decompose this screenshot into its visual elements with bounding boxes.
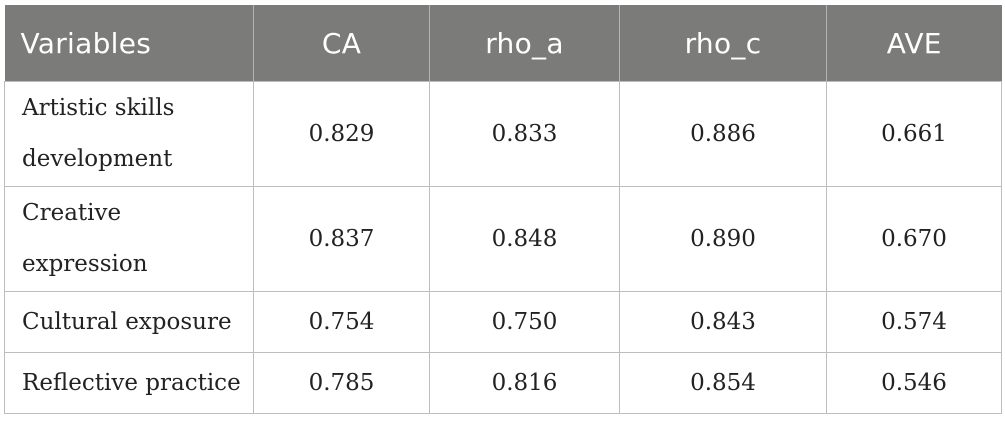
cell-rho-c: 0.886 xyxy=(619,81,827,187)
reliability-table-container: Variables CA rho_a rho_c AVE Artistic sk… xyxy=(4,5,1002,414)
cell-rho-c: 0.890 xyxy=(619,186,827,292)
table-row: Reflective practice 0.785 0.816 0.854 0.… xyxy=(4,352,1002,414)
table-header: Variables CA rho_a rho_c AVE xyxy=(4,5,1002,82)
cell-rho-c: 0.854 xyxy=(619,352,827,414)
cell-ave: 0.546 xyxy=(826,352,1002,414)
cell-ave: 0.574 xyxy=(826,291,1002,353)
table-body: Artistic skills development 0.829 0.833 … xyxy=(4,81,1002,414)
cell-variable: Creative expression xyxy=(4,186,254,292)
cell-ca: 0.837 xyxy=(253,186,430,292)
cell-variable: Cultural exposure xyxy=(4,291,254,353)
cell-ave: 0.661 xyxy=(826,81,1002,187)
header-row: Variables CA rho_a rho_c AVE xyxy=(4,5,1002,82)
cell-rho-a: 0.833 xyxy=(429,81,620,187)
cell-ca: 0.785 xyxy=(253,352,430,414)
reliability-table: Variables CA rho_a rho_c AVE Artistic sk… xyxy=(4,5,1002,414)
table-row: Artistic skills development 0.829 0.833 … xyxy=(4,81,1002,187)
cell-rho-a: 0.848 xyxy=(429,186,620,292)
cell-ca: 0.829 xyxy=(253,81,430,187)
cell-ave: 0.670 xyxy=(826,186,1002,292)
header-ave: AVE xyxy=(826,5,1002,82)
cell-rho-a: 0.816 xyxy=(429,352,620,414)
cell-variable: Reflective practice xyxy=(4,352,254,414)
header-variables: Variables xyxy=(4,5,254,82)
header-rho-c: rho_c xyxy=(619,5,827,82)
cell-ca: 0.754 xyxy=(253,291,430,353)
cell-rho-a: 0.750 xyxy=(429,291,620,353)
cell-variable: Artistic skills development xyxy=(4,81,254,187)
table-row: Cultural exposure 0.754 0.750 0.843 0.57… xyxy=(4,291,1002,353)
header-rho-a: rho_a xyxy=(429,5,620,82)
cell-rho-c: 0.843 xyxy=(619,291,827,353)
header-ca: CA xyxy=(253,5,430,82)
table-row: Creative expression 0.837 0.848 0.890 0.… xyxy=(4,186,1002,292)
